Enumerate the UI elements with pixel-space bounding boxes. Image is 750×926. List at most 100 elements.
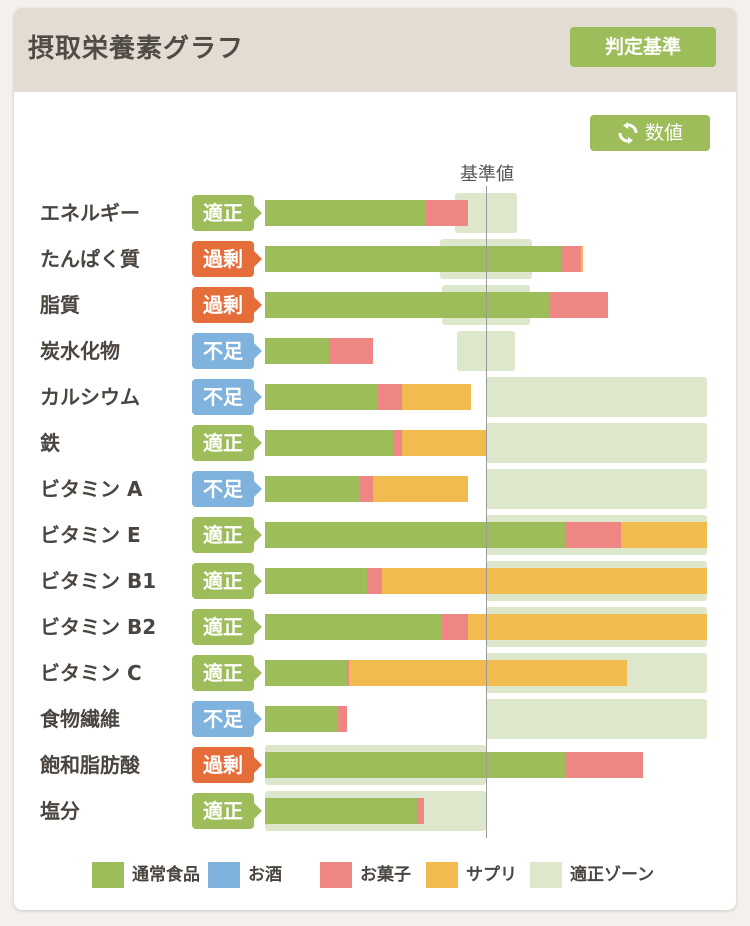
bar-food: [265, 660, 347, 686]
bar-sweets: [565, 522, 621, 548]
status-badge: 不足: [192, 471, 262, 507]
bar-food: [265, 522, 566, 548]
appropriate-zone: [457, 331, 515, 371]
criteria-button[interactable]: 判定基準: [570, 27, 716, 67]
status-badge: 適正: [192, 563, 262, 599]
chart-row: 塩分 適正: [14, 791, 736, 831]
chart-row: たんぱく質 過剰: [14, 239, 736, 279]
legend-label: 通常食品: [132, 865, 200, 885]
bar-sweets: [377, 384, 402, 410]
status-badge: 過剰: [192, 287, 262, 323]
status-badge: 不足: [192, 379, 262, 415]
bar-food: [265, 338, 330, 364]
status-badge: 不足: [192, 701, 262, 737]
bar-supplement: [402, 384, 471, 410]
page-title: 摂取栄養素グラフ: [28, 34, 245, 64]
status-badge: 過剰: [192, 241, 262, 277]
bar-supplement: [402, 430, 486, 456]
nutrient-label: 鉄: [40, 431, 60, 455]
legend-swatch: [530, 862, 562, 888]
status-badge: 適正: [192, 609, 262, 645]
legend-swatch: [320, 862, 352, 888]
bar-sweets: [561, 246, 581, 272]
chart-row: 脂質 過剰: [14, 285, 736, 325]
status-badge: 適正: [192, 425, 262, 461]
chart-row: 飽和脂肪酸 過剰: [14, 745, 736, 785]
nutrient-label: ビタミン A: [40, 477, 143, 501]
appropriate-zone: [486, 699, 707, 739]
bar-supplement: [382, 568, 707, 594]
appropriate-zone: [486, 423, 707, 463]
nutrient-label: ビタミン B1: [40, 569, 157, 593]
bar-food: [265, 476, 361, 502]
legend-swatch: [426, 862, 458, 888]
bar-sweets: [565, 752, 643, 778]
bar-food: [265, 614, 442, 640]
bar-sweets: [393, 430, 402, 456]
bar-food: [265, 706, 338, 732]
legend-swatch: [208, 862, 240, 888]
nutrient-label: ビタミン B2: [40, 615, 157, 639]
bar-supplement: [348, 660, 628, 686]
appropriate-zone: [486, 469, 707, 509]
reference-label: 基準値: [460, 164, 514, 185]
nutrient-label: ビタミン E: [40, 523, 141, 547]
nutrient-label: 食物繊維: [40, 707, 120, 731]
bar-food: [265, 430, 394, 456]
chart-row: カルシウム 不足: [14, 377, 736, 417]
appropriate-zone: [486, 377, 707, 417]
bar-supplement: [620, 522, 707, 548]
legend-label: お酒: [248, 865, 282, 885]
legend-label: 適正ゾーン: [570, 865, 655, 885]
nutrient-label: 炭水化物: [40, 339, 120, 363]
nutrient-card: 摂取栄養素グラフ 判定基準 数値 基準値 エネルギー 適正 たんぱく質 過剰 脂質 過剰炭…: [14, 8, 736, 910]
legend-swatch: [92, 862, 124, 888]
chart-row: ビタミン B2 適正: [14, 607, 736, 647]
bar-sweets: [360, 476, 374, 502]
bar-sweets: [441, 614, 469, 640]
nutrient-label: カルシウム: [40, 385, 140, 409]
bar-sweets: [417, 798, 425, 824]
status-badge: 適正: [192, 517, 262, 553]
chart-row: ビタミン B1 適正: [14, 561, 736, 601]
nutrient-label: たんぱく質: [40, 247, 140, 271]
nutrient-label: 塩分: [40, 799, 80, 823]
bar-sweets: [346, 660, 349, 686]
chart-row: 鉄 適正: [14, 423, 736, 463]
status-badge: 不足: [192, 333, 262, 369]
bar-sweets: [366, 568, 383, 594]
bar-supplement: [581, 246, 584, 272]
status-badge: 適正: [192, 195, 262, 231]
nutrient-label: ビタミン C: [40, 661, 142, 685]
legend-label: サプリ: [466, 865, 517, 885]
bar-food: [265, 752, 566, 778]
chart-row: ビタミン A 不足: [14, 469, 736, 509]
chart-row: エネルギー 適正: [14, 193, 736, 233]
bar-sweets: [426, 200, 469, 226]
status-badge: 適正: [192, 655, 262, 691]
chart-row: 食物繊維 不足: [14, 699, 736, 739]
card-header: 摂取栄養素グラフ 判定基準: [14, 8, 736, 92]
bar-supplement: [468, 614, 707, 640]
bar-food: [265, 568, 367, 594]
bar-food: [265, 798, 418, 824]
bar-sweets: [550, 292, 608, 318]
bar-food: [265, 200, 427, 226]
nutrient-label: エネルギー: [40, 201, 140, 225]
chart-row: ビタミン E 適正: [14, 515, 736, 555]
legend-label: お菓子: [360, 865, 411, 885]
bar-food: [265, 246, 562, 272]
bar-sweets: [337, 706, 347, 732]
status-badge: 適正: [192, 793, 262, 829]
chart-row: ビタミン C 適正: [14, 653, 736, 693]
values-toggle-button[interactable]: 数値: [590, 115, 710, 151]
status-badge: 過剰: [192, 747, 262, 783]
nutrient-label: 飽和脂肪酸: [40, 753, 140, 777]
values-button-label: 数値: [644, 122, 683, 144]
legend: 通常食品 お酒 お菓子 サプリ 適正ゾーン: [14, 860, 736, 890]
bar-sweets: [329, 338, 374, 364]
reference-line: [486, 186, 487, 838]
chart-row: 炭水化物 不足: [14, 331, 736, 371]
bar-supplement: [373, 476, 469, 502]
bar-food: [265, 292, 551, 318]
